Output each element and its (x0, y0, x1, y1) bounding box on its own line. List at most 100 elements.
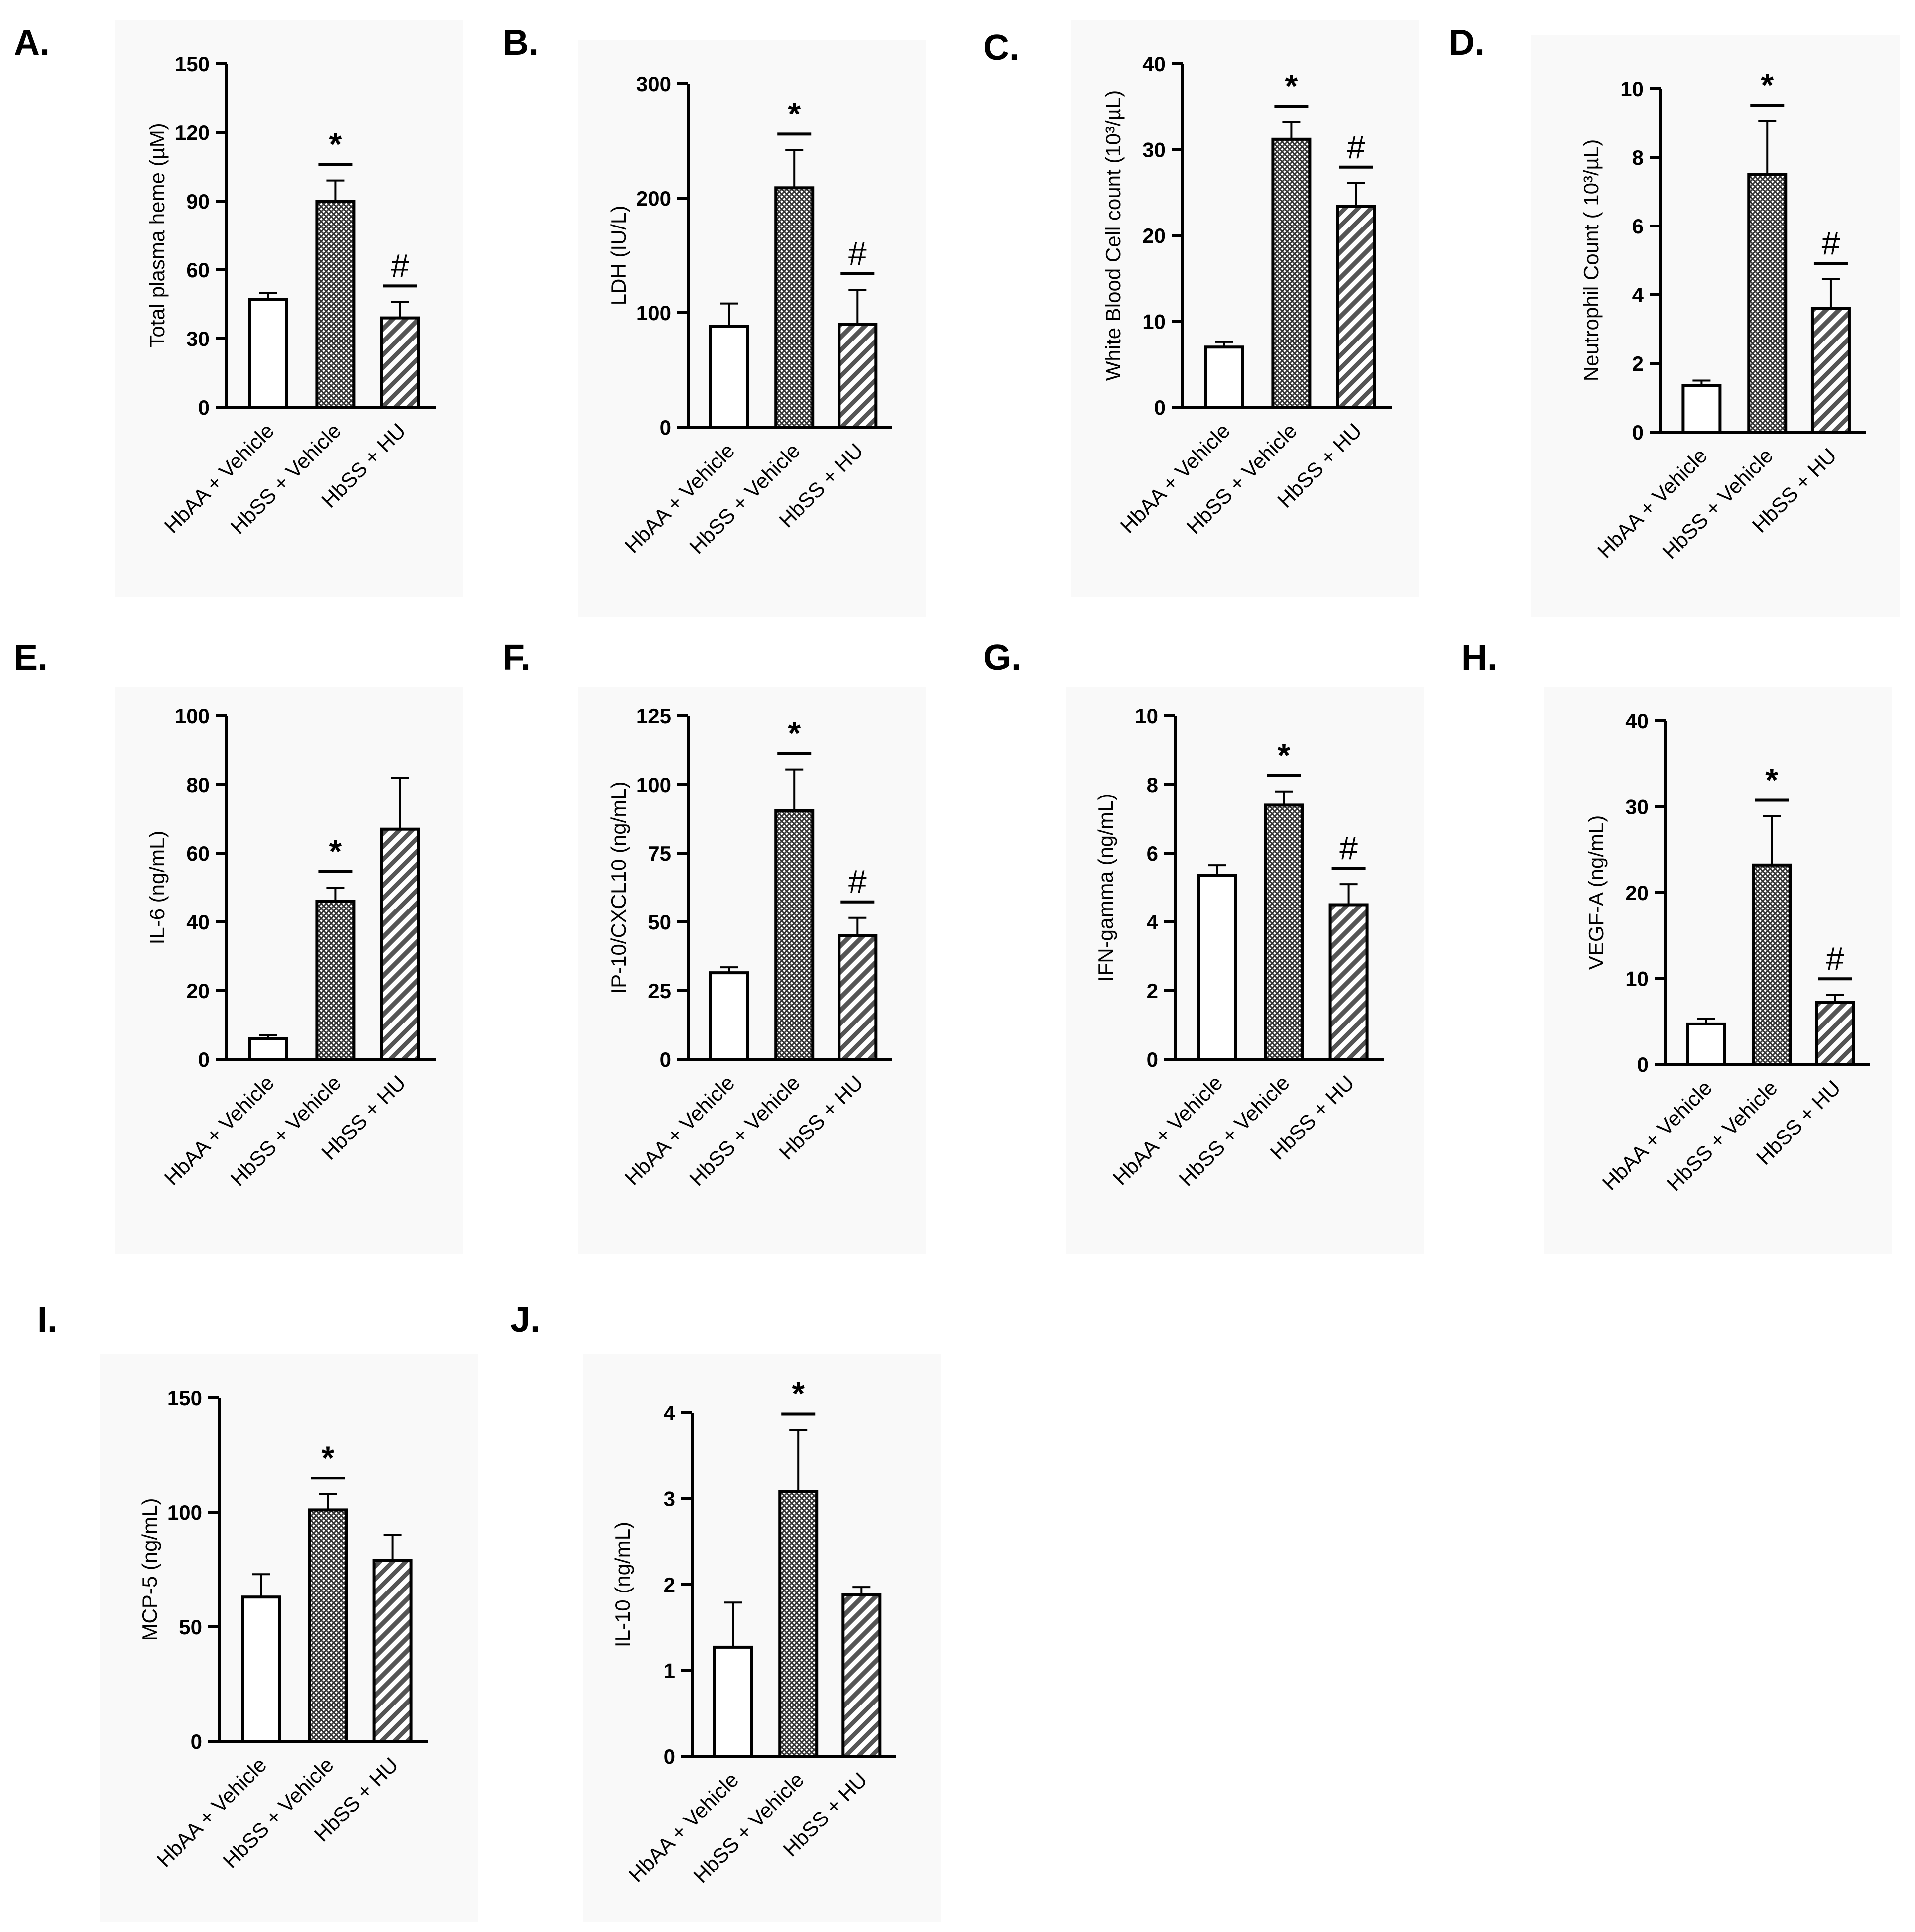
y-tick-label: 0 (198, 1048, 210, 1071)
significance-hash: # (1822, 225, 1840, 261)
y-tick-label: 30 (1625, 796, 1649, 819)
y-tick-label: 0 (1637, 1053, 1649, 1076)
y-tick-label: 1 (664, 1659, 675, 1683)
bar (713, 1645, 753, 1758)
y-tick-label: 100 (636, 773, 671, 796)
y-axis-label: Total plasma heme (µM) (145, 123, 169, 347)
y-tick-label: 150 (167, 1386, 202, 1410)
bar (1747, 173, 1788, 434)
panel-letter: G. (983, 638, 1021, 678)
panel-letter: J. (510, 1300, 540, 1340)
y-tick-label: 100 (636, 301, 671, 325)
bar (1197, 874, 1237, 1061)
significance-asterisk: * (792, 1375, 805, 1412)
bar (1686, 1022, 1726, 1066)
bar (841, 1593, 882, 1758)
significance-hash: # (391, 247, 409, 284)
y-tick-label: 8 (1632, 146, 1644, 169)
y-axis-label: IFN-gamma (ng/mL) (1094, 794, 1117, 982)
y-axis-label: Neutrophil Count ( 10³/µL) (1579, 139, 1603, 381)
y-tick-label: 125 (636, 704, 671, 728)
bar (774, 809, 815, 1061)
y-tick-label: 0 (660, 1048, 671, 1071)
y-tick-label: 10 (1625, 967, 1649, 991)
bar (1204, 345, 1244, 409)
bar (241, 1595, 281, 1743)
y-tick-label: 20 (1625, 881, 1649, 905)
bar (1815, 1001, 1855, 1066)
y-axis-label: IP-10/CXCL10 (ng/mL) (607, 781, 630, 994)
bar (838, 323, 878, 429)
y-tick-label: 75 (648, 842, 671, 865)
bar (1681, 384, 1722, 434)
panel-letter: A. (14, 23, 50, 63)
significance-asterisk: * (1285, 67, 1298, 104)
y-tick-label: 150 (175, 52, 210, 76)
y-axis-label: IL-6 (ng/mL) (145, 831, 169, 945)
panel-letter: F. (503, 638, 531, 678)
bar (1752, 863, 1792, 1066)
bar (308, 1508, 348, 1743)
significance-asterisk: * (788, 95, 801, 132)
y-tick-label: 0 (1154, 396, 1166, 419)
y-tick-label: 25 (648, 979, 671, 1003)
significance-asterisk: * (1765, 761, 1778, 798)
y-tick-label: 300 (636, 72, 671, 96)
bar (315, 200, 356, 409)
bar (1810, 307, 1851, 434)
y-tick-label: 20 (186, 979, 210, 1003)
panel-letter: E. (14, 638, 48, 678)
y-tick-label: 30 (186, 327, 210, 350)
y-tick-label: 50 (179, 1615, 202, 1639)
panel-letter: B. (503, 23, 539, 63)
y-tick-label: 2 (1147, 979, 1158, 1003)
bar (372, 1559, 413, 1743)
y-axis-label: VEGF-A (ng/mL) (1584, 815, 1608, 970)
y-tick-label: 0 (198, 396, 210, 419)
y-tick-label: 20 (1142, 224, 1166, 247)
panel-letter: C. (983, 28, 1019, 68)
chart-panel-3: C. 0 10 20 30 40 White Blood Cell count (10³/µ… (983, 20, 1419, 597)
significance-asterisk: * (329, 833, 342, 870)
significance-hash: # (1339, 829, 1358, 866)
panel-letter: I. (37, 1300, 57, 1340)
y-tick-label: 4 (664, 1401, 676, 1425)
bar (1328, 903, 1369, 1061)
y-tick-label: 90 (186, 190, 210, 213)
significance-asterisk: * (1278, 737, 1291, 774)
bar (248, 1037, 288, 1061)
bar (709, 325, 749, 429)
y-tick-label: 30 (1142, 138, 1166, 162)
y-tick-label: 100 (175, 704, 210, 728)
y-tick-label: 0 (660, 416, 671, 439)
panel-background (100, 1354, 478, 1922)
y-tick-label: 40 (1142, 52, 1166, 76)
y-tick-label: 0 (1147, 1048, 1158, 1071)
y-tick-label: 200 (636, 187, 671, 210)
y-tick-label: 3 (664, 1487, 675, 1511)
y-tick-label: 80 (186, 773, 210, 796)
bar (380, 316, 420, 409)
y-tick-label: 50 (648, 910, 671, 934)
y-tick-label: 10 (1142, 310, 1166, 334)
y-tick-label: 100 (167, 1501, 202, 1524)
significance-asterisk: * (1761, 67, 1774, 104)
y-tick-label: 60 (186, 842, 210, 865)
y-tick-label: 40 (1625, 709, 1649, 733)
significance-asterisk: * (788, 715, 801, 752)
y-tick-label: 6 (1147, 842, 1158, 865)
bar (1264, 803, 1304, 1061)
panel-letter: D. (1449, 23, 1485, 63)
y-axis-label: LDH (IU/L) (607, 206, 630, 306)
y-tick-label: 4 (1632, 283, 1644, 307)
bar (838, 934, 878, 1061)
